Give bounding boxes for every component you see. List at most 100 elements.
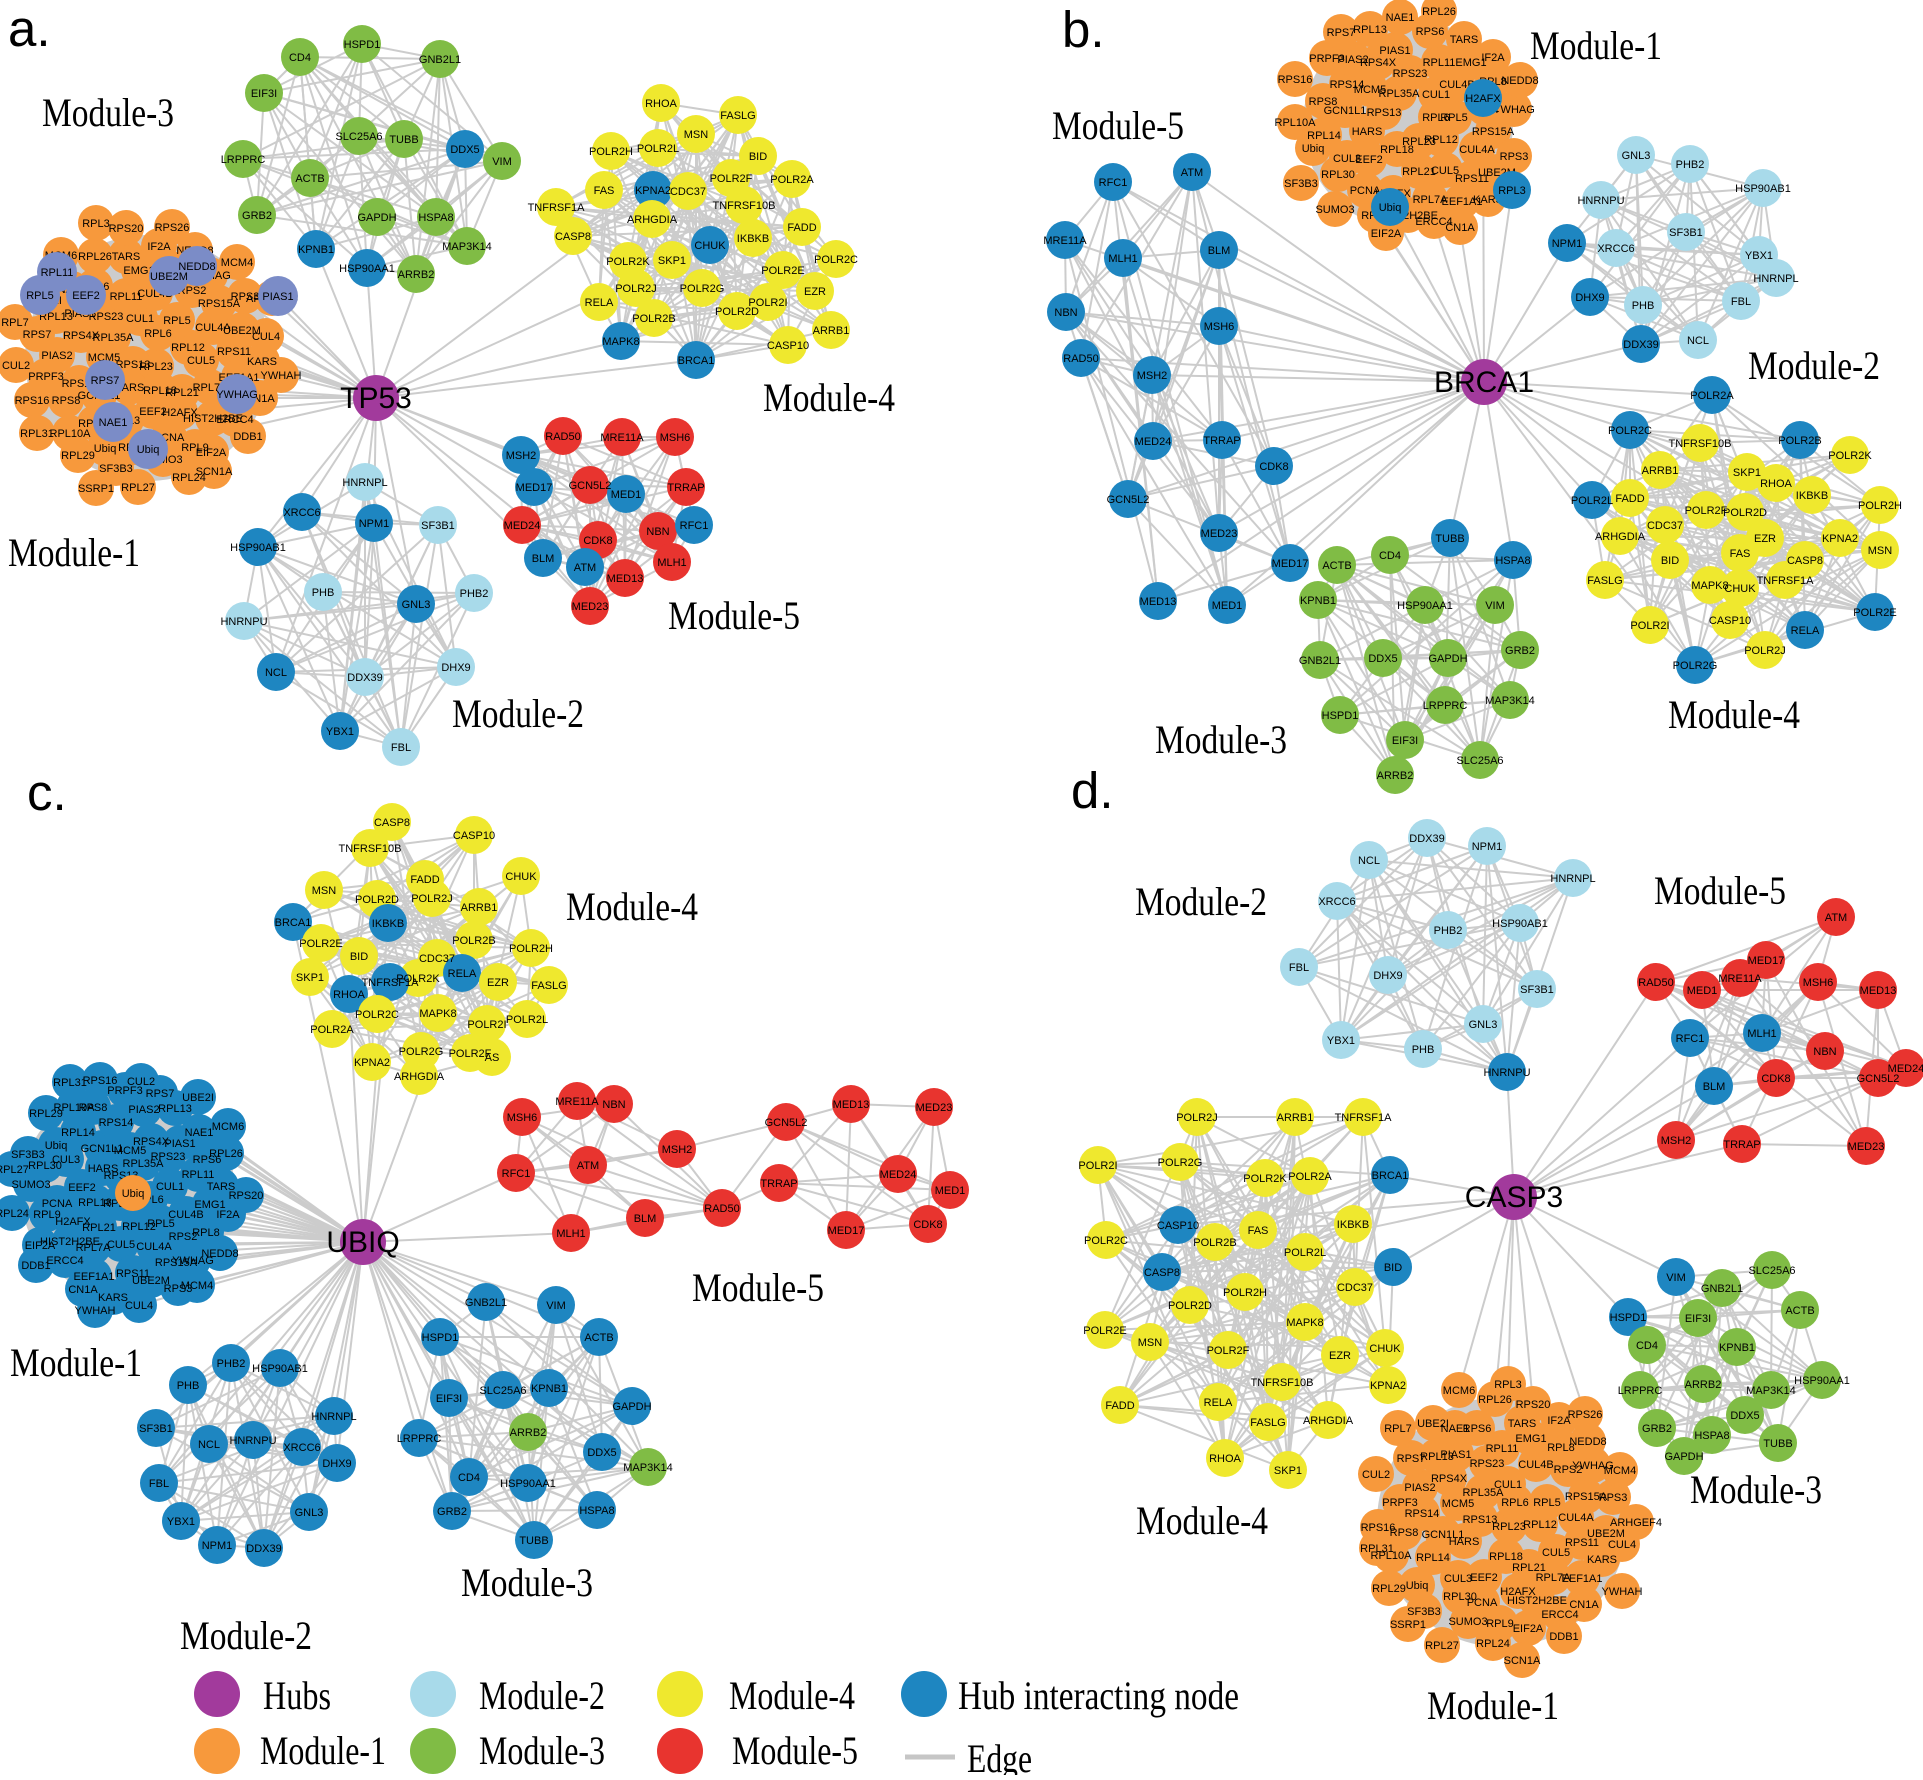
svg-text:HSPA8: HSPA8 — [1495, 555, 1530, 567]
svg-text:POLR2C: POLR2C — [1084, 1235, 1128, 1247]
svg-text:RPL18: RPL18 — [78, 1197, 112, 1209]
svg-text:Module-4: Module-4 — [566, 884, 698, 929]
svg-text:BID: BID — [749, 151, 767, 163]
svg-text:GCN1L1: GCN1L1 — [1324, 105, 1367, 117]
svg-text:CASP3: CASP3 — [1465, 1181, 1563, 1214]
svg-text:GCN5L2: GCN5L2 — [1107, 494, 1150, 506]
svg-text:HARS: HARS — [88, 1163, 119, 1175]
svg-text:RPS23: RPS23 — [1393, 68, 1428, 80]
svg-text:IKBKB: IKBKB — [1337, 1219, 1369, 1231]
svg-text:MED1: MED1 — [935, 1185, 966, 1197]
svg-text:YWHAH: YWHAH — [1602, 1586, 1643, 1598]
svg-text:MRE11A: MRE11A — [1043, 235, 1087, 247]
svg-text:TRRAP: TRRAP — [667, 482, 704, 494]
svg-text:RELA: RELA — [1791, 625, 1820, 637]
svg-text:POLR2G: POLR2G — [680, 283, 725, 295]
svg-text:NAE1: NAE1 — [99, 417, 128, 429]
svg-text:CUL4A: CUL4A — [195, 322, 231, 334]
svg-text:MSH6: MSH6 — [1803, 977, 1834, 989]
svg-text:CUL4B: CUL4B — [1518, 1459, 1553, 1471]
svg-text:ARRB2: ARRB2 — [510, 1427, 547, 1439]
svg-text:EZR: EZR — [487, 977, 509, 989]
svg-text:CUL4B: CUL4B — [168, 1209, 203, 1221]
svg-text:RPL5: RPL5 — [1440, 112, 1468, 124]
svg-text:EZR: EZR — [804, 286, 826, 298]
svg-text:MRE11A: MRE11A — [1718, 973, 1762, 985]
svg-text:MCM6: MCM6 — [1443, 1385, 1475, 1397]
svg-text:Ubiq: Ubiq — [94, 443, 117, 455]
svg-text:POLR2B: POLR2B — [1193, 1237, 1236, 1249]
svg-text:RPS20: RPS20 — [109, 223, 144, 235]
svg-text:BRCA1: BRCA1 — [678, 355, 715, 367]
svg-text:LRPPRC: LRPPRC — [1423, 700, 1468, 712]
svg-text:Module-3: Module-3 — [479, 1728, 605, 1773]
svg-text:ERCC4: ERCC4 — [1541, 1609, 1578, 1621]
svg-text:BLM: BLM — [634, 1213, 657, 1225]
svg-text:RPL6: RPL6 — [1501, 1497, 1529, 1509]
svg-text:ATM: ATM — [1825, 912, 1847, 924]
svg-text:CUL5: CUL5 — [1431, 165, 1459, 177]
svg-text:RPS15A: RPS15A — [1472, 126, 1515, 138]
svg-text:GNB2L1: GNB2L1 — [419, 54, 461, 66]
svg-text:NCL: NCL — [1358, 855, 1380, 867]
svg-text:UBE2M: UBE2M — [132, 1275, 170, 1287]
svg-text:POLR2B: POLR2B — [1778, 435, 1821, 447]
svg-text:RPL11: RPL11 — [1423, 57, 1456, 69]
svg-text:RPL5: RPL5 — [147, 1218, 175, 1230]
svg-text:POLR2I: POLR2I — [748, 297, 787, 309]
svg-text:XRCC6: XRCC6 — [283, 1442, 320, 1454]
svg-text:BLM: BLM — [532, 553, 555, 565]
svg-text:CD4: CD4 — [1636, 1340, 1658, 1352]
svg-text:PIAS1: PIAS1 — [1379, 45, 1410, 57]
svg-text:Module-1: Module-1 — [1427, 1683, 1559, 1728]
svg-text:RPL11: RPL11 — [182, 1169, 215, 1181]
svg-text:YBX1: YBX1 — [326, 726, 354, 738]
svg-text:RPS3: RPS3 — [231, 291, 260, 303]
svg-text:NBN: NBN — [602, 1099, 625, 1111]
svg-text:RPL12: RPL12 — [1424, 134, 1458, 146]
svg-text:RELA: RELA — [448, 968, 477, 980]
svg-text:Ubiq: Ubiq — [45, 1140, 68, 1152]
svg-text:RAD50: RAD50 — [545, 431, 580, 443]
svg-text:ACTB: ACTB — [1785, 1305, 1814, 1317]
svg-text:RPL27: RPL27 — [121, 482, 155, 494]
svg-text:RPS23: RPS23 — [89, 311, 124, 323]
svg-text:Module-4: Module-4 — [729, 1673, 855, 1718]
svg-text:HSP90AA1: HSP90AA1 — [1397, 600, 1453, 612]
svg-text:SUMO3: SUMO3 — [11, 1179, 50, 1191]
svg-text:RPS23: RPS23 — [151, 1151, 186, 1163]
svg-text:EIF3I: EIF3I — [251, 88, 277, 100]
svg-text:TRRAP: TRRAP — [760, 1178, 797, 1190]
svg-text:RPL21: RPL21 — [1512, 1562, 1546, 1574]
svg-text:MLH1: MLH1 — [1747, 1028, 1776, 1040]
svg-text:RPL5: RPL5 — [1533, 1497, 1561, 1509]
svg-text:CHUK: CHUK — [694, 240, 726, 252]
svg-text:Module-5: Module-5 — [732, 1728, 858, 1773]
svg-text:RPL11: RPL11 — [1486, 1443, 1519, 1455]
svg-text:ERCC4: ERCC4 — [46, 1255, 83, 1267]
svg-text:RPL18: RPL18 — [1489, 1551, 1523, 1563]
svg-text:FADD: FADD — [1615, 493, 1644, 505]
svg-text:HSPD1: HSPD1 — [1322, 710, 1359, 722]
svg-text:PIAS2: PIAS2 — [1337, 54, 1368, 66]
svg-text:RPL3: RPL3 — [1498, 185, 1526, 197]
svg-text:FASLG: FASLG — [1587, 575, 1622, 587]
svg-text:GAPDH: GAPDH — [612, 1401, 651, 1413]
svg-text:TARS: TARS — [112, 251, 141, 263]
svg-text:POLR2K: POLR2K — [1828, 450, 1872, 462]
svg-text:HSP90AB1: HSP90AB1 — [1492, 918, 1548, 930]
svg-text:RPL13: RPL13 — [39, 311, 73, 323]
svg-text:GCN1L1: GCN1L1 — [81, 1143, 124, 1155]
svg-text:CASP8: CASP8 — [374, 817, 410, 829]
svg-text:CDC37: CDC37 — [670, 186, 706, 198]
svg-text:RPL29: RPL29 — [29, 1108, 63, 1120]
svg-text:CDC37: CDC37 — [419, 953, 455, 965]
svg-text:HSPD1: HSPD1 — [344, 39, 381, 51]
svg-text:RHOA: RHOA — [645, 98, 677, 110]
svg-text:RPS16: RPS16 — [1278, 74, 1313, 86]
svg-text:VIM: VIM — [546, 1300, 566, 1312]
svg-text:RAD50: RAD50 — [1063, 353, 1098, 365]
svg-text:RPS16: RPS16 — [15, 395, 50, 407]
svg-text:POLR2B: POLR2B — [452, 935, 495, 947]
svg-text:MED17: MED17 — [1748, 955, 1785, 967]
